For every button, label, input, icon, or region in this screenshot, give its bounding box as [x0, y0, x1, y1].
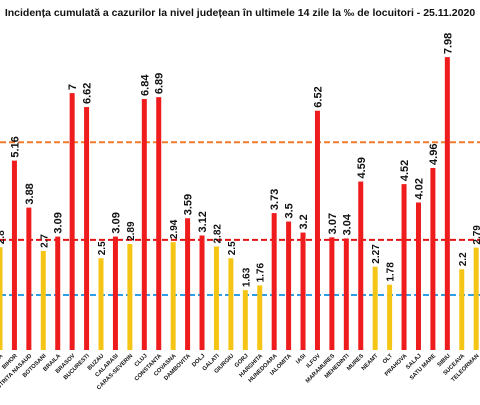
threshold-lines [0, 141, 480, 296]
category-label-21: IASI [295, 353, 307, 365]
category-label-27: OLT [382, 353, 394, 365]
value-label-26: 2.27 [371, 244, 382, 264]
value-label-12: 2.94 [169, 219, 180, 239]
value-label-1: 5.16 [9, 136, 21, 157]
value-labels: 2.85.163.882.73.097 6.622.53.09 2.896.84 6.… [0, 33, 480, 287]
bar-5 [69, 93, 75, 350]
value-label-11: 6.89 [154, 73, 166, 94]
category-label-26: NEAMT [361, 353, 380, 372]
bar-9 [127, 243, 133, 350]
value-label-19: 3.73 [269, 189, 281, 210]
bar-20 [286, 221, 292, 350]
chart-title: Incidența cumulată a cazurilor la nivel … [5, 7, 475, 19]
bar-24 [343, 238, 349, 350]
bar-26 [372, 266, 378, 350]
value-label-18: 1.76 [256, 263, 267, 283]
value-label-0: 2.8 [0, 230, 7, 244]
value-label-33: 2.79 [472, 225, 480, 245]
value-label-23: 3.07 [327, 213, 339, 234]
value-label-10: 6.84 [139, 74, 151, 96]
bar-25 [358, 181, 364, 350]
bar-29 [415, 202, 421, 350]
bars [0, 57, 479, 351]
bar-1 [11, 160, 17, 350]
value-label-17: 1.63 [241, 267, 252, 287]
value-label-24: 3.04 [341, 213, 353, 235]
bar-32 [459, 269, 465, 350]
bar-15 [213, 246, 219, 350]
bar-7 [98, 258, 104, 350]
value-label-22: 6.52 [312, 86, 324, 107]
value-label-32: 2.2 [458, 252, 469, 266]
value-label-28: 4.52 [399, 160, 411, 181]
value-label-25: 4.59 [356, 157, 368, 178]
value-label-3: 2.7 [39, 234, 50, 248]
value-label-30: 4.96 [428, 144, 440, 165]
bar-33 [473, 247, 479, 350]
bar-14 [199, 235, 205, 350]
bar-17 [242, 290, 248, 350]
bar-23 [329, 237, 335, 350]
bar-8 [112, 236, 118, 350]
value-label-9: 2.89 [126, 221, 137, 241]
value-label-21: 3.2 [298, 214, 310, 229]
value-label-16: 2.5 [227, 241, 238, 255]
value-label-4: 3.09 [53, 212, 65, 233]
bar-11 [156, 97, 162, 351]
bar-3 [40, 250, 46, 350]
bar-6 [84, 107, 90, 351]
bar-4 [55, 236, 61, 350]
bar-10 [141, 98, 147, 350]
bar-18 [257, 285, 263, 350]
value-label-14: 3.12 [197, 211, 209, 232]
value-label-6: 6.62 [82, 83, 94, 104]
value-label-31: 7.98 [442, 33, 454, 54]
bar-21 [300, 232, 306, 350]
bar-30 [430, 167, 436, 350]
bar-13 [185, 218, 191, 350]
bar-16 [228, 258, 234, 350]
bar-0 [0, 247, 3, 350]
bar-27 [387, 284, 393, 350]
bar-19 [271, 213, 277, 350]
value-label-15: 2.82 [212, 224, 223, 244]
bar-12 [170, 242, 176, 350]
bar-31 [444, 57, 450, 350]
bar-22 [314, 110, 320, 350]
value-label-20: 3.5 [284, 203, 296, 218]
bar-2 [26, 207, 32, 350]
bar-28 [401, 184, 407, 350]
value-label-29: 4.02 [413, 178, 425, 199]
value-label-7: 2.5 [97, 241, 108, 255]
value-label-13: 3.59 [183, 194, 195, 215]
value-label-2: 3.88 [24, 183, 36, 204]
value-label-8: 3.09 [110, 212, 122, 233]
value-label-27: 1.78 [386, 262, 397, 282]
value-label-5: 7 [67, 84, 79, 90]
